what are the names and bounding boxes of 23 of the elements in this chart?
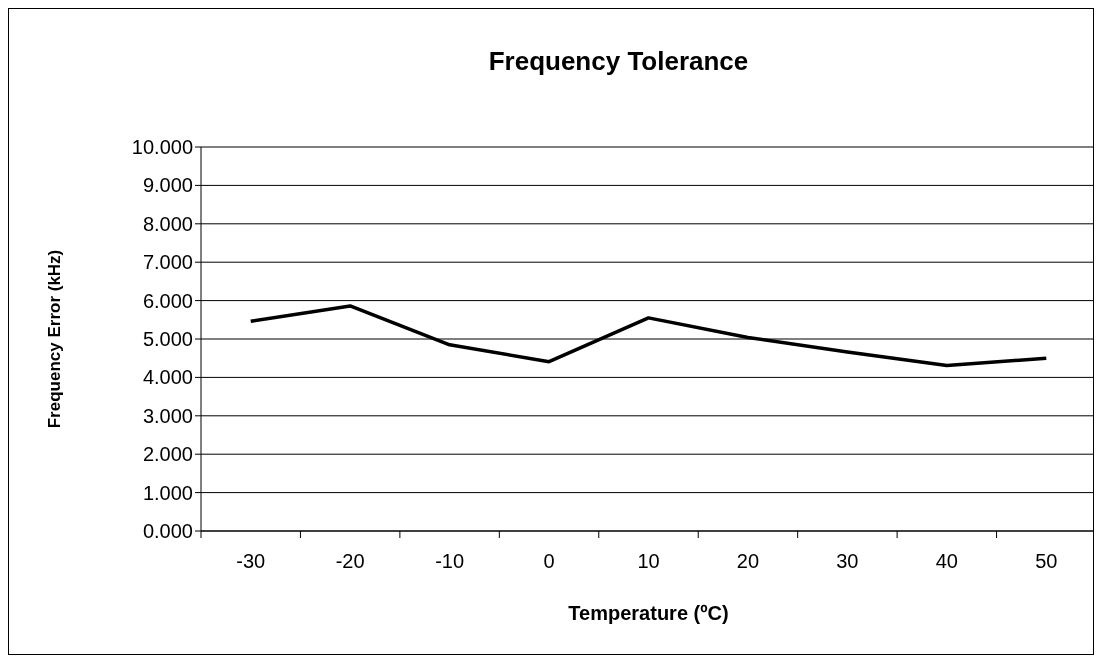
x-tick-label: -30 <box>236 550 266 572</box>
y-tick-label: 8.000 <box>142 212 193 235</box>
y-tick-label: 1.000 <box>142 481 193 504</box>
x-tick-label: 10 <box>637 550 660 572</box>
y-tick-label: 5.000 <box>142 328 193 350</box>
x-tick-label: -20 <box>335 550 365 572</box>
y-tick-label: 10.000 <box>131 136 193 158</box>
y-tick-label: 2.000 <box>142 443 193 466</box>
x-tick-label: -10 <box>435 550 465 572</box>
x-tick-label: 0 <box>543 550 555 572</box>
y-tick-label: 0.000 <box>142 520 193 542</box>
x-tick-label: 40 <box>935 550 958 572</box>
x-tick-label: 50 <box>1035 550 1058 572</box>
x-axis-title: Temperature (ºC) <box>568 602 729 624</box>
y-tick-label: 9.000 <box>142 174 193 197</box>
chart-title: Frequency Tolerance <box>488 46 749 76</box>
x-tick-label: 20 <box>736 550 760 572</box>
y-axis-title: Frequency Error (kHz) <box>45 249 64 429</box>
y-tick-label: 3.000 <box>142 404 193 427</box>
y-tick-label: 6.000 <box>142 289 193 312</box>
y-tick-label: 4.000 <box>142 366 193 389</box>
y-tick-label: 7.000 <box>142 251 193 274</box>
x-tick-label: 30 <box>836 550 859 572</box>
